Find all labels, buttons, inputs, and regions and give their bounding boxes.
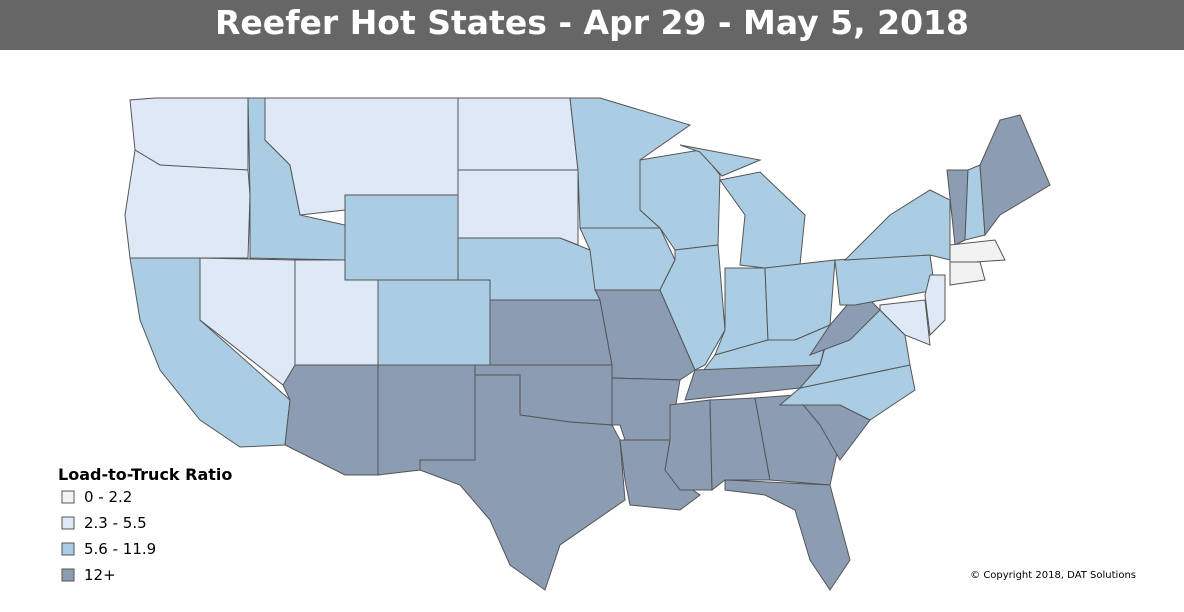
legend-swatch — [61, 490, 75, 504]
legend: 0 - 2.2 2.3 - 5.5 5.6 - 11.9 12+ — [61, 488, 156, 584]
legend-label: 12+ — [84, 566, 116, 584]
legend-label: 5.6 - 11.9 — [84, 540, 156, 558]
state — [124, 149, 251, 259]
state — [419, 374, 626, 591]
state — [709, 397, 771, 491]
state — [834, 254, 936, 306]
state — [377, 364, 476, 476]
legend-title: Load-to-Truck Ratio — [58, 465, 232, 484]
state — [879, 299, 931, 346]
state — [979, 114, 1051, 237]
state — [664, 399, 713, 491]
state — [924, 274, 946, 337]
state — [659, 244, 726, 371]
state — [949, 239, 1006, 263]
states — [124, 97, 1051, 591]
legend-swatch — [61, 568, 75, 582]
state — [754, 394, 841, 486]
state — [843, 189, 951, 261]
state — [457, 169, 579, 246]
state — [489, 299, 613, 366]
state — [579, 227, 676, 291]
state — [719, 171, 806, 269]
state — [679, 144, 762, 177]
state — [949, 261, 986, 286]
legend-swatch — [61, 542, 75, 556]
title-bar: Reefer Hot States - Apr 29 - May 5, 2018 — [0, 0, 1184, 50]
legend-swatch — [61, 516, 75, 530]
legend-label: 2.3 - 5.5 — [84, 514, 147, 532]
legend-label: 0 - 2.2 — [84, 488, 132, 506]
copyright: © Copyright 2018, DAT Solutions — [970, 570, 1136, 581]
state — [344, 194, 459, 281]
state — [724, 479, 851, 591]
state — [377, 279, 491, 366]
title: Reefer Hot States - Apr 29 - May 5, 2018 — [215, 3, 969, 42]
state — [282, 364, 379, 476]
state — [457, 97, 579, 171]
